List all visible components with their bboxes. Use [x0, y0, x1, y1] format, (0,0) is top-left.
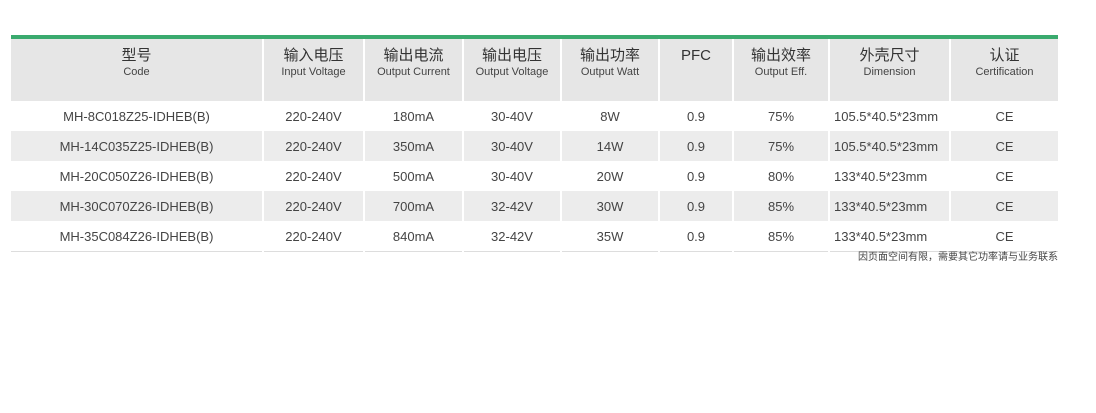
table-cell: 220-240V — [262, 221, 364, 252]
column-header: 输入电压 Input Voltage — [262, 39, 364, 101]
column-header-zh: 输出电压 — [481, 47, 542, 64]
table-cell: 0.9 — [658, 101, 733, 131]
table-row: MH-35C084Z26-IDHEB(B) 220-240V 840mA 32-42V… — [11, 221, 1058, 252]
table-cell: 500mA — [363, 161, 463, 191]
table-cell: 105.5*40.5*23mm — [828, 101, 950, 131]
column-header-en: Dimension — [863, 66, 916, 78]
column-header: 型号 Code — [11, 39, 263, 101]
table-cell: 30-40V — [462, 101, 561, 131]
accent-bar — [11, 35, 1058, 39]
table-cell: 32-42V — [462, 221, 561, 252]
column-header: 输出功率 Output Watt — [560, 39, 659, 101]
table-cell: 840mA — [363, 221, 463, 252]
table-cell: 220-240V — [262, 131, 364, 161]
table-cell: 133*40.5*23mm — [828, 161, 950, 191]
table-cell: MH-20C050Z26-IDHEB(B) — [59, 168, 214, 184]
table-cell: 105.5*40.5*23mm — [828, 131, 950, 161]
table-cell: CE — [949, 221, 1058, 252]
table-cell: 133*40.5*23mm — [828, 221, 950, 252]
column-header-en: Output Eff. — [754, 66, 808, 78]
column-header-en: Output Voltage — [475, 66, 549, 78]
table-cell: CE — [949, 101, 1058, 131]
table-cell: 0.9 — [658, 161, 733, 191]
table-row: MH-14C035Z25-IDHEB(B) 220-240V 350mA 30-40V… — [11, 131, 1058, 161]
table-cell: MH-30C070Z26-IDHEB(B) — [11, 191, 263, 221]
column-header: 输出电压 Output Voltage — [462, 39, 561, 101]
table-cell: 220-240V — [262, 161, 364, 191]
table-cell: 0.9 — [658, 131, 733, 161]
column-header-zh: 型号 — [121, 47, 152, 64]
column-header-zh: 输出功率 — [579, 47, 640, 64]
column-header: 认证 Certification — [949, 39, 1058, 101]
table-row: MH-8C018Z25-IDHEB(B) 220-240V 180mA 30-40V 8… — [11, 101, 1058, 131]
column-header-en: Input Voltage — [281, 66, 346, 78]
table-cell: 180mA — [363, 101, 463, 131]
table-cell: 85% — [732, 191, 829, 221]
table-cell: 220-240V — [262, 101, 364, 131]
table-cell: 0.9 — [658, 221, 733, 252]
table-cell: 350mA — [363, 131, 463, 161]
column-header-en: Code — [123, 66, 150, 78]
table-cell: CE — [949, 161, 1058, 191]
column-header: 外壳尺寸 Dimension — [828, 39, 950, 101]
column-header-en: Certification — [975, 66, 1034, 78]
table-cell: 220-240V — [262, 191, 364, 221]
table-cell: 30-40V — [462, 131, 561, 161]
column-header: 输出电流 Output Current — [363, 39, 463, 101]
table-cell: 75% — [732, 101, 829, 131]
table-cell: 75% — [732, 131, 829, 161]
column-header-zh: 外壳尺寸 — [859, 47, 920, 64]
table-cell: 14W — [560, 131, 659, 161]
table-cell: MH-14C035Z25-IDHEB(B) — [11, 131, 263, 161]
table-row: MH-30C070Z26-IDHEB(B) 220-240V 700mA 32-42V… — [11, 191, 1058, 221]
column-header-zh: PFC — [681, 47, 711, 64]
column-header: PFC — [658, 39, 733, 101]
table-cell: 30W — [560, 191, 659, 221]
table-cell: 35W — [560, 221, 659, 252]
column-header-zh: 输出电流 — [383, 47, 444, 64]
table-cell: 80% — [732, 161, 829, 191]
column-header: 输出效率 Output Eff. — [732, 39, 829, 101]
column-header-zh: 认证 — [989, 47, 1020, 64]
table-cell: 133*40.5*23mm — [828, 191, 950, 221]
table-cell: 85% — [732, 221, 829, 252]
column-header-en: Output Watt — [580, 66, 640, 78]
column-header-zh: 输出效率 — [750, 47, 811, 64]
footnote: 因页面空间有限，需要其它功率请与业务联系 — [858, 252, 1058, 263]
table-cell: 30-40V — [462, 161, 561, 191]
table-cell: 8W — [560, 101, 659, 131]
table-cell: MH-8C018Z25-IDHEB(B) — [63, 108, 210, 124]
table-cell: MH-35C084Z26-IDHEB(B) — [11, 221, 263, 252]
table-cell: 700mA — [363, 191, 463, 221]
table-row: MH-20C050Z26-IDHEB(B) 220-240V 500mA 30-40V… — [11, 161, 1058, 191]
column-header-zh: 输入电压 — [283, 47, 344, 64]
table-cell: 20W — [560, 161, 659, 191]
table-cell: CE — [949, 191, 1058, 221]
table-cell: 0.9 — [658, 191, 733, 221]
table-cell: 32-42V — [462, 191, 561, 221]
product-spec-table: 型号 Code 输入电压 Input Voltage 输出电流 Output Curren… — [11, 39, 1058, 252]
column-header-en: Output Current — [377, 66, 450, 78]
header-row: 型号 Code 输入电压 Input Voltage 输出电流 Output Curren… — [11, 39, 1058, 101]
table-cell: CE — [949, 131, 1058, 161]
